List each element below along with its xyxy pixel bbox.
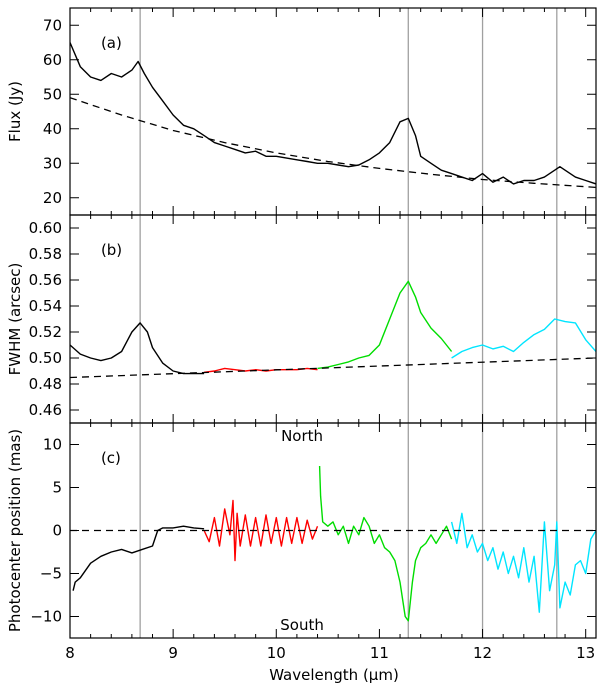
panel-fwhm: 0.46 0.48 0.50 0.52 0.54 0.56 0.58 0.60 (b) FWHM …: [6, 214, 597, 424]
y-tick-label: −10: [30, 608, 62, 626]
panel-frame: [69, 7, 597, 216]
panel-frame: [69, 214, 597, 424]
y-tick-label: 40: [43, 120, 62, 138]
series-group: [70, 280, 596, 379]
x-tick-label: 8: [65, 644, 75, 662]
series-line: [70, 42, 596, 185]
series-group: [70, 465, 596, 622]
y-tick-label: −5: [40, 565, 62, 583]
annotation-label: South: [280, 616, 324, 634]
series-group: [70, 42, 596, 189]
series-line: [318, 465, 453, 622]
y-tick-label: 60: [43, 51, 62, 69]
series-line: [450, 512, 596, 613]
y-tick-label: 30: [43, 154, 62, 172]
y-tick-label: 0.50: [29, 349, 62, 367]
y-axis-label: Photocenter position (mas): [6, 429, 24, 632]
y-tick-label: 0.58: [29, 245, 62, 263]
baseline-dashed-line: [70, 357, 596, 379]
baseline-dashed-line: [70, 97, 596, 189]
series-line: [317, 280, 453, 370]
y-tick-label: 0.54: [29, 297, 62, 315]
annotation-label: North: [281, 427, 323, 445]
y-tick-label: 0.48: [29, 375, 62, 393]
panel-label: (a): [101, 34, 122, 52]
panel-label: (c): [101, 449, 121, 467]
panel-photocenter: −10 −5 0 5 10 8 9 10 11 12 13 (c) Photocenter positi…: [6, 422, 597, 662]
y-tick-label: 0.46: [29, 401, 62, 419]
y-axis-label: FWHM (arcsec): [6, 263, 24, 376]
x-tick-label: 12: [473, 644, 492, 662]
series-line: [70, 322, 205, 375]
y-axis-label: Flux (Jy): [6, 81, 24, 142]
y-tick-label: 0.52: [29, 323, 62, 341]
y-tick-label: 10: [43, 436, 62, 454]
panel-flux: 20 30 40 50 60 70 (a) Flux (Jy): [6, 7, 597, 216]
y-tick-label: 0.60: [29, 219, 62, 237]
x-axis-label: Wavelength (μm): [269, 666, 399, 684]
x-tick-label: 9: [168, 644, 178, 662]
y-tick-label: 70: [43, 16, 62, 34]
y-tick-label: 50: [43, 85, 62, 103]
y-tick-label: 5: [52, 479, 62, 497]
y-tick-label: 0.56: [29, 271, 62, 289]
x-tick-label: 10: [267, 644, 286, 662]
series-line: [451, 318, 596, 359]
x-tick-label: 11: [370, 644, 389, 662]
y-tick-label: 0: [52, 522, 62, 540]
series-line: [203, 499, 319, 562]
series-line: [72, 525, 205, 591]
x-tick-label: 13: [576, 644, 595, 662]
panel-label: (b): [101, 241, 122, 259]
y-tick-label: 20: [43, 189, 62, 207]
